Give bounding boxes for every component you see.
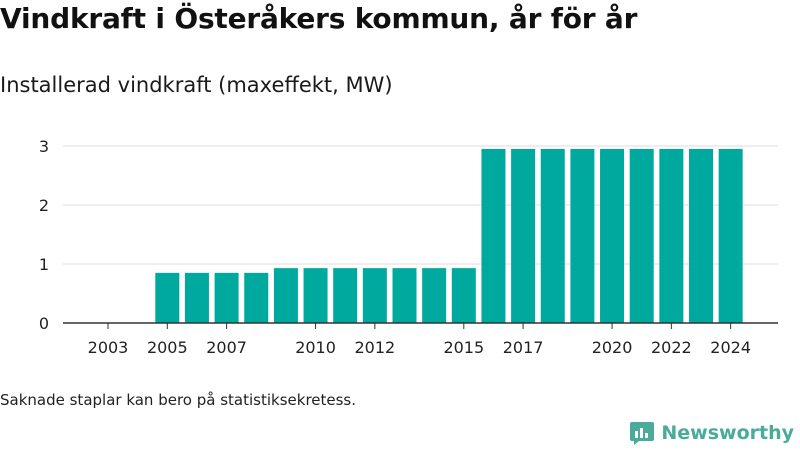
chart-subtitle: Installerad vindkraft (maxeffekt, MW) [0,73,393,97]
bar [362,268,387,323]
y-tick-label: 0 [39,314,49,333]
chart-title: Vindkraft i Österåkers kommun, år för år [0,2,638,35]
bar [422,268,447,323]
bar [511,148,536,323]
bar [303,268,328,323]
bar [273,268,298,323]
y-tick-label: 1 [39,255,49,274]
bar [244,272,269,323]
bar [689,148,713,323]
bar [184,272,209,323]
x-tick-label: 2003 [88,338,129,357]
x-tick-label: 2017 [503,338,544,357]
bar [214,272,239,323]
newsworthy-logo-icon [630,422,655,445]
x-tick-label: 2015 [443,338,484,357]
bar [600,148,625,323]
footnote: Saknade staplar kan bero på statistiksek… [0,391,357,409]
bar [540,148,565,323]
x-tick-label: 2010 [295,338,336,357]
bar [155,272,180,323]
brand-name: Newsworthy [661,422,794,444]
bar [718,148,743,323]
x-tick-label: 2007 [206,338,247,357]
x-tick-label: 2022 [651,338,692,357]
x-tick-label: 2020 [592,338,633,357]
bar [481,148,506,323]
bar [659,148,684,323]
x-tick-label: 2012 [354,338,395,357]
bar [392,268,417,323]
bar [629,148,654,323]
bar [333,268,358,323]
bar [451,268,476,323]
y-tick-label: 3 [39,137,49,156]
x-tick-label: 2024 [710,338,751,357]
bar [570,148,595,323]
brand: Newsworthy [629,420,794,446]
y-tick-label: 2 [39,196,49,215]
x-tick-label: 2005 [147,338,188,357]
